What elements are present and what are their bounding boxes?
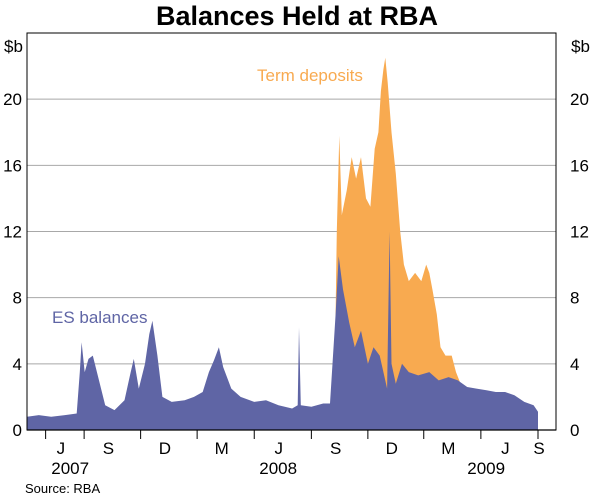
y-tick-label-right: 4 xyxy=(570,355,579,374)
y-tick-label-right: 12 xyxy=(570,223,589,242)
term-deposits-label: Term deposits xyxy=(257,66,363,85)
es-balances-area xyxy=(27,231,538,430)
gridlines xyxy=(27,98,556,365)
y-tick-label-right: 0 xyxy=(570,421,579,440)
y-tick-label-left: 12 xyxy=(3,223,22,242)
x-tick-label: S xyxy=(103,439,114,458)
y-tick-label-left: 16 xyxy=(3,156,22,175)
y-tick-label-right: 20 xyxy=(570,90,589,109)
x-tick-label: J xyxy=(501,439,510,458)
es-balances-label: ES balances xyxy=(52,308,147,327)
y-tick-label-right: 16 xyxy=(570,156,589,175)
y-tick-label-left: 20 xyxy=(3,90,22,109)
term-deposits-area xyxy=(335,57,460,431)
source-note: Source: RBA xyxy=(25,481,100,496)
year-label: 2008 xyxy=(259,459,297,478)
year-label: 2007 xyxy=(51,459,89,478)
x-tick-label: J xyxy=(57,439,66,458)
x-tick-label: J xyxy=(275,439,284,458)
x-tick-label: D xyxy=(386,439,398,458)
x-tick-label: S xyxy=(330,439,341,458)
x-tick-label: D xyxy=(159,439,171,458)
axes xyxy=(26,32,557,439)
y-tick-label-right: 8 xyxy=(570,289,579,308)
x-tick-label: M xyxy=(215,439,229,458)
right-unit-label: $b xyxy=(571,37,590,56)
chart-title: Balances Held at RBA xyxy=(156,1,438,31)
year-labels: 2007 2008 2009 xyxy=(51,459,505,478)
y-tick-label-left: 8 xyxy=(13,289,22,308)
y-tick-label-left: 4 xyxy=(13,355,22,374)
year-label: 2009 xyxy=(467,459,505,478)
left-unit-label: $b xyxy=(4,37,23,56)
x-tick-label: M xyxy=(441,439,455,458)
series-areas xyxy=(27,57,538,431)
y-tick-label-left: 0 xyxy=(13,421,22,440)
y-tick-labels: 0 0 4 4 8 8 12 12 16 16 20 20 xyxy=(3,90,589,440)
x-tick-label: S xyxy=(533,439,544,458)
